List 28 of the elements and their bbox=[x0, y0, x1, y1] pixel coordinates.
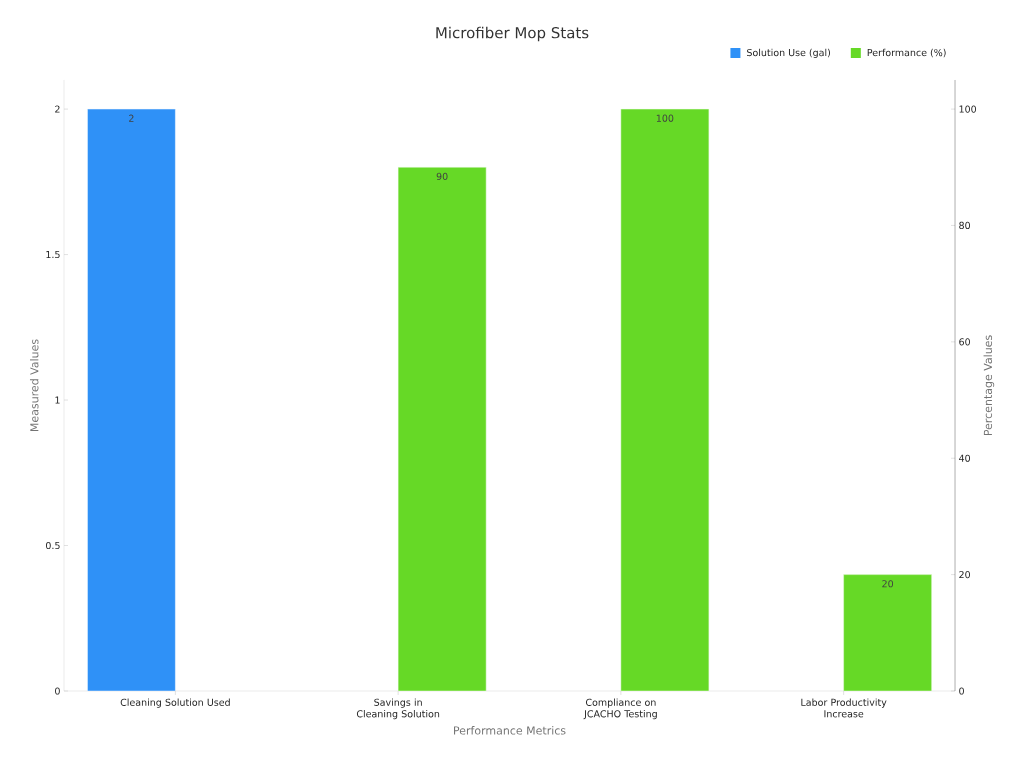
y2-axis-title: Percentage Values bbox=[983, 335, 995, 436]
x-tick-label: Cleaning Solution Used bbox=[120, 698, 230, 708]
x-tick-label: Savings in Cleaning Solution bbox=[356, 698, 440, 720]
y2-tick-label: 100 bbox=[959, 105, 977, 113]
y-tick-label: 2 bbox=[55, 105, 60, 113]
bar bbox=[620, 108, 710, 691]
bar bbox=[397, 167, 487, 691]
data-label: 90 bbox=[436, 172, 448, 180]
data-label: 100 bbox=[656, 114, 674, 122]
y2-tick-label: 40 bbox=[959, 454, 970, 462]
y2-tick-label: 20 bbox=[959, 571, 970, 579]
chart-title: Microfiber Mop Stats bbox=[436, 26, 589, 42]
legend-label: Solution Use (gal) bbox=[747, 48, 831, 58]
bar bbox=[843, 574, 932, 691]
x-tick-label: Labor Productivity Increase bbox=[801, 698, 887, 718]
data-label: 20 bbox=[882, 580, 894, 588]
y-tick-label: 1.5 bbox=[46, 251, 60, 259]
y-axis-title: Measured Values bbox=[29, 339, 39, 431]
y2-tick-label: 60 bbox=[959, 338, 970, 346]
y-tick-label: 0.5 bbox=[45, 541, 60, 550]
legend-label: Performance (%) bbox=[867, 48, 946, 58]
y2-tick-label: 80 bbox=[959, 221, 970, 230]
y2-tick-label: 0 bbox=[959, 687, 964, 695]
x-tick-label: Compliance on JCACHO Testing bbox=[583, 698, 657, 720]
y-tick-label: 0 bbox=[55, 687, 60, 695]
y-tick-label: 1 bbox=[55, 396, 60, 404]
data-label: 2 bbox=[129, 114, 134, 122]
x-axis-title: Performance Metrics bbox=[454, 726, 566, 735]
